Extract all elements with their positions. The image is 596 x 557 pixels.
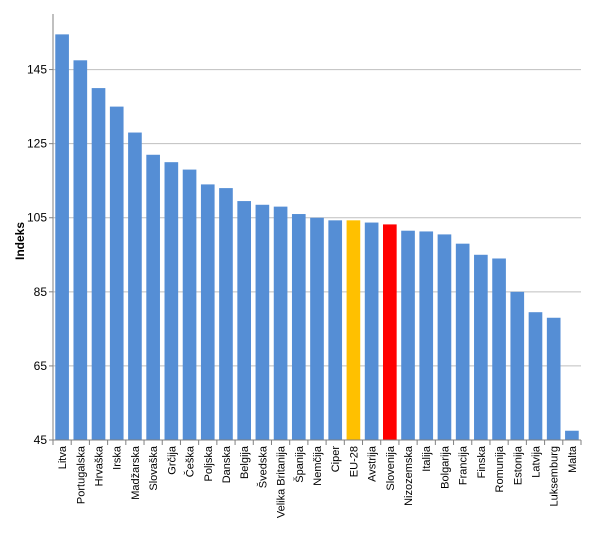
x-tick-label: Finska [476, 445, 488, 478]
bar-slova-ka [146, 154, 160, 441]
bar-belgija [237, 201, 251, 440]
x-tick-label: Belgija [239, 445, 251, 479]
x-tick-label: Danska [221, 445, 233, 483]
bar--e-ka [182, 169, 197, 440]
x-tick-label: Latvija [530, 445, 542, 478]
bar-hrva-ka [91, 88, 106, 440]
bars [55, 34, 579, 441]
x-tick-label: Litva [57, 445, 69, 469]
x-tick-label: Portugalska [75, 445, 87, 504]
x-tick-label: EU-28 [348, 446, 360, 477]
bar-italija [419, 231, 434, 440]
bar-gr-ija [164, 162, 179, 440]
x-tick-label: Estonija [512, 445, 524, 485]
x-tick-label: Malta [567, 445, 579, 473]
bar-ciper [328, 220, 343, 440]
bar--panija [291, 214, 306, 440]
bar-francija [455, 243, 470, 440]
x-tick-label: Irska [112, 445, 124, 470]
y-tick-label: 105 [27, 211, 47, 225]
x-tick-label: Španija [293, 445, 306, 483]
y-tick-labels: 45 65 85 105 125 145 [27, 63, 47, 447]
x-tick-labels: Litva Portugalska Hrvaška Irska Madžarska Slo… [57, 445, 579, 518]
y-tick-label: 125 [27, 137, 47, 151]
y-tick-label: 85 [34, 285, 48, 299]
bar-finska [474, 254, 488, 440]
bar-irska [109, 106, 124, 440]
x-tick-label: Avstrija [367, 445, 379, 482]
x-tick-label: Slovenija [385, 445, 397, 491]
bar-bolgarija [437, 234, 452, 440]
bar-luksemburg [546, 317, 561, 440]
bar-portugalska [73, 60, 88, 440]
y-axis-label: Indeks [13, 222, 27, 260]
bar-estonija [510, 291, 525, 440]
y-tick-label: 45 [34, 433, 48, 447]
bar-eu-28 [346, 220, 361, 440]
x-tick-label: Poljska [203, 445, 215, 481]
bar-romunija [492, 258, 506, 440]
y-tick-label: 65 [34, 359, 48, 373]
x-tick-label: Slovaška [148, 445, 160, 491]
axes [49, 14, 582, 445]
bar-mad-arska [128, 132, 142, 440]
bar-velika-britanija [273, 206, 288, 440]
x-tick-label: Madžarska [130, 445, 142, 500]
x-tick-label: Ciper [330, 446, 342, 473]
bar-litva [55, 34, 69, 441]
x-tick-label: Francija [458, 445, 470, 485]
x-tick-label: Hrvaška [94, 445, 106, 486]
x-tick-label: Romunija [494, 445, 506, 492]
bar-nizozemska [401, 230, 415, 440]
x-tick-label: Grčija [166, 445, 178, 475]
x-tick-label: Nizozemska [403, 445, 415, 506]
bar--vedska [255, 204, 270, 440]
bar-nem-ija [310, 217, 324, 440]
bar-danska [219, 188, 233, 440]
x-tick-label: Italija [421, 445, 433, 472]
x-tick-label: Češka [184, 445, 197, 477]
x-tick-label: Luksemburg [549, 446, 561, 507]
x-tick-label: Velika Britanija [276, 445, 288, 518]
bar-malta [565, 430, 579, 440]
x-tick-label: Bolgarija [439, 445, 451, 489]
y-tick-label: 145 [27, 63, 47, 77]
x-tick-label: Švedska [256, 445, 269, 488]
bar-latvija [528, 312, 543, 440]
bar-poljska [200, 184, 215, 440]
bar-avstrija [364, 222, 379, 440]
x-tick-label: Nemčija [312, 445, 324, 486]
bar-slovenija [383, 224, 397, 440]
